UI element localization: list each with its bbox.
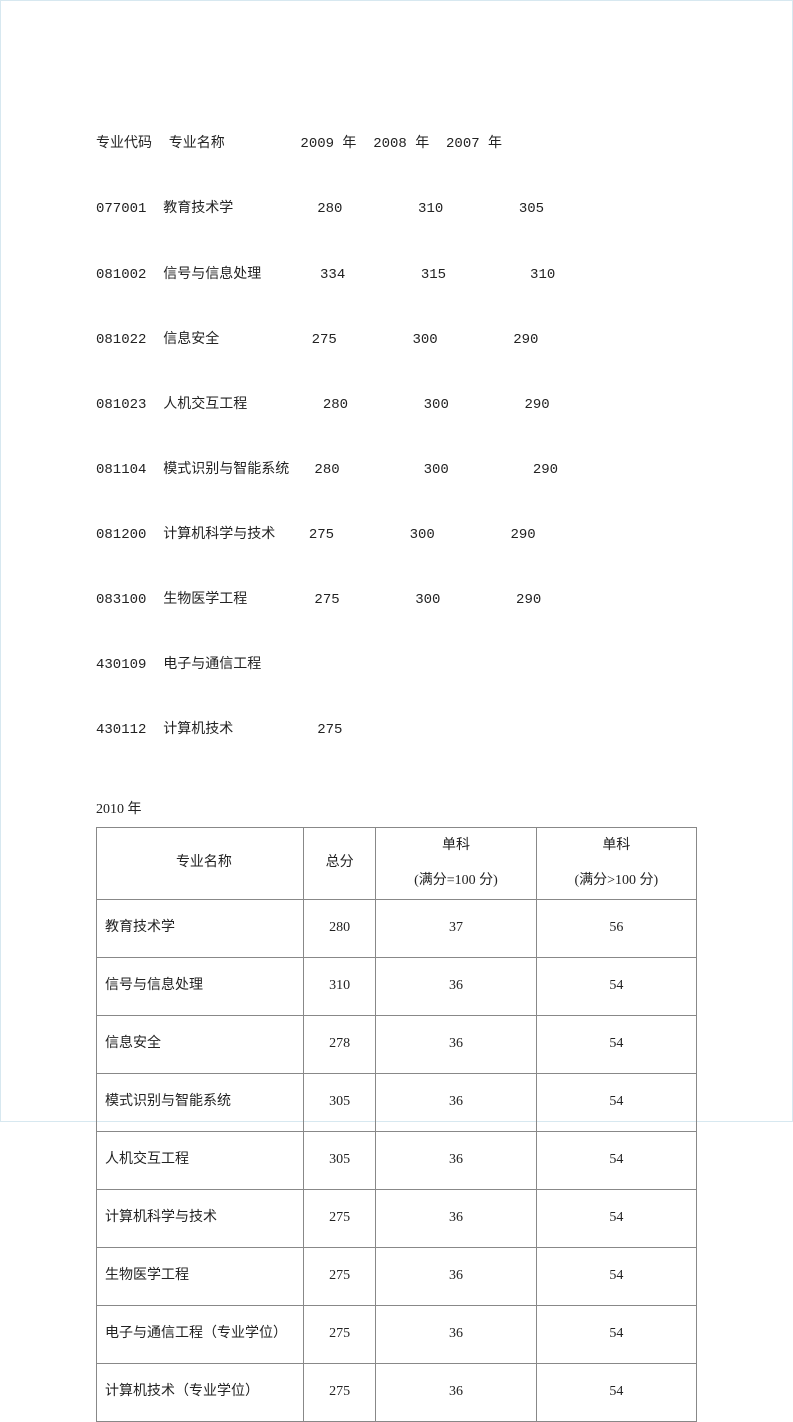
top-list-row: 081002 信号与信息处理 334 315 310 [96, 265, 697, 287]
cell-s2: 54 [536, 1131, 696, 1189]
top-list-row: 430109 电子与通信工程 [96, 655, 697, 677]
table-row: 信息安全 278 36 54 [97, 1015, 697, 1073]
cell-total: 305 [303, 1073, 375, 1131]
page-container: 专业代码 专业名称 2009 年 2008 年 2007 年 077001 教育… [0, 0, 793, 1122]
cell-total: 278 [303, 1015, 375, 1073]
cell-name: 计算机技术（专业学位） [97, 1363, 304, 1421]
score-table-body: 教育技术学 280 37 56 信号与信息处理 310 36 54 信息安全 2… [97, 899, 697, 1421]
top-list-row: 081104 模式识别与智能系统 280 300 290 [96, 460, 697, 482]
cell-s2: 54 [536, 1363, 696, 1421]
cell-s1: 36 [376, 1305, 536, 1363]
cell-total: 305 [303, 1131, 375, 1189]
table-row: 生物医学工程 275 36 54 [97, 1247, 697, 1305]
top-list-header: 专业代码 专业名称 2009 年 2008 年 2007 年 [96, 134, 697, 156]
cell-name: 计算机科学与技术 [97, 1189, 304, 1247]
score-table: 专业名称 总分 单科 (满分=100 分) 单科 (满分>100 分) [96, 827, 697, 1422]
top-code-list: 专业代码 专业名称 2009 年 2008 年 2007 年 077001 教育… [96, 91, 697, 785]
top-list-row: 081022 信息安全 275 300 290 [96, 330, 697, 352]
table-row: 人机交互工程 305 36 54 [97, 1131, 697, 1189]
cell-s2: 54 [536, 1247, 696, 1305]
cell-total: 275 [303, 1363, 375, 1421]
header-name: 专业名称 [97, 827, 304, 899]
table-row: 信号与信息处理 310 36 54 [97, 957, 697, 1015]
cell-name: 信息安全 [97, 1015, 304, 1073]
cell-s1: 36 [376, 1015, 536, 1073]
cell-name: 信号与信息处理 [97, 957, 304, 1015]
cell-s1: 36 [376, 1247, 536, 1305]
header-sub1: 单科 (满分=100 分) [376, 827, 536, 899]
cell-name: 电子与通信工程（专业学位） [97, 1305, 304, 1363]
year-label: 2010 年 [96, 799, 697, 821]
table-row: 教育技术学 280 37 56 [97, 899, 697, 957]
header-sub2-top: 单科 [537, 835, 696, 857]
top-list-row: 077001 教育技术学 280 310 305 [96, 199, 697, 221]
cell-s2: 54 [536, 1305, 696, 1363]
cell-s1: 36 [376, 1363, 536, 1421]
table-row: 计算机技术（专业学位） 275 36 54 [97, 1363, 697, 1421]
cell-name: 生物医学工程 [97, 1247, 304, 1305]
cell-s2: 54 [536, 957, 696, 1015]
header-sub2-bottom: (满分>100 分) [537, 870, 696, 892]
cell-total: 275 [303, 1247, 375, 1305]
cell-s2: 56 [536, 899, 696, 957]
cell-total: 280 [303, 899, 375, 957]
table-header-row: 专业名称 总分 单科 (满分=100 分) 单科 (满分>100 分) [97, 827, 697, 899]
header-sub1-top: 单科 [376, 835, 535, 857]
top-list-row: 430112 计算机技术 275 [96, 720, 697, 742]
table-row: 模式识别与智能系统 305 36 54 [97, 1073, 697, 1131]
cell-name: 人机交互工程 [97, 1131, 304, 1189]
header-sub1-bottom: (满分=100 分) [376, 870, 535, 892]
cell-s1: 37 [376, 899, 536, 957]
cell-s2: 54 [536, 1073, 696, 1131]
cell-name: 模式识别与智能系统 [97, 1073, 304, 1131]
top-list-row: 081023 人机交互工程 280 300 290 [96, 395, 697, 417]
header-total: 总分 [303, 827, 375, 899]
header-sub2: 单科 (满分>100 分) [536, 827, 696, 899]
cell-s2: 54 [536, 1015, 696, 1073]
top-list-row: 083100 生物医学工程 275 300 290 [96, 590, 697, 612]
cell-s1: 36 [376, 1073, 536, 1131]
cell-s2: 54 [536, 1189, 696, 1247]
cell-total: 275 [303, 1305, 375, 1363]
cell-name: 教育技术学 [97, 899, 304, 957]
cell-s1: 36 [376, 957, 536, 1015]
top-list-row: 081200 计算机科学与技术 275 300 290 [96, 525, 697, 547]
cell-total: 275 [303, 1189, 375, 1247]
cell-s1: 36 [376, 1131, 536, 1189]
table-row: 电子与通信工程（专业学位） 275 36 54 [97, 1305, 697, 1363]
table-row: 计算机科学与技术 275 36 54 [97, 1189, 697, 1247]
cell-total: 310 [303, 957, 375, 1015]
cell-s1: 36 [376, 1189, 536, 1247]
